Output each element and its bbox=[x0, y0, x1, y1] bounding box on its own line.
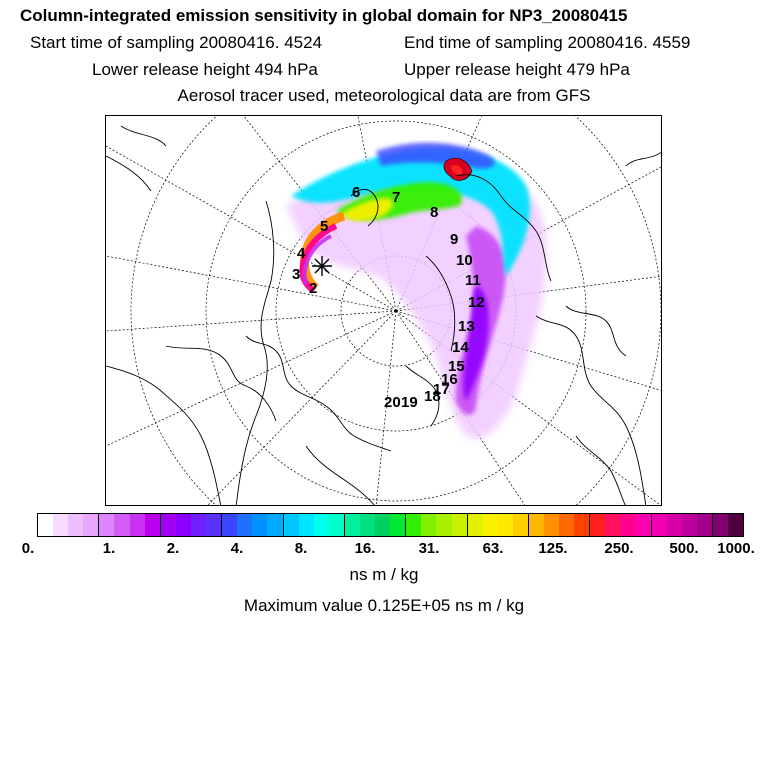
colorbar-segment bbox=[313, 514, 329, 536]
cbar-tick-7: 63. bbox=[482, 540, 504, 557]
colorbar-segment bbox=[328, 514, 345, 536]
colorbar-segment bbox=[512, 514, 529, 536]
colorbar-segment bbox=[574, 514, 591, 536]
traj-label-13: 13 bbox=[458, 318, 475, 335]
colorbar-segment bbox=[175, 514, 191, 536]
colorbar-segment bbox=[697, 514, 714, 536]
traj-label-4: 4 bbox=[297, 245, 306, 262]
lower-release-label: Lower release height 494 hPa bbox=[92, 60, 318, 79]
colorbar-segment bbox=[129, 514, 145, 536]
cbar-tick-10: 500. bbox=[669, 540, 699, 557]
colorbar-segment bbox=[53, 514, 69, 536]
traj-label-10: 10 bbox=[456, 252, 473, 269]
colorbar-segment bbox=[436, 514, 452, 536]
colorbar-segment bbox=[144, 514, 161, 536]
colorbar-segment bbox=[222, 514, 238, 536]
traj-label-6: 6 bbox=[352, 184, 360, 201]
traj-label-3: 3 bbox=[292, 266, 300, 283]
cbar-tick-11: 1000. bbox=[717, 540, 755, 557]
traj-label-7: 7 bbox=[392, 189, 400, 206]
end-time-label: End time of sampling 20080416. 4559 bbox=[404, 33, 691, 52]
colorbar-segment bbox=[713, 514, 729, 536]
colorbar-segment bbox=[666, 514, 682, 536]
colorbar-segment bbox=[529, 514, 545, 536]
colorbar-segment bbox=[544, 514, 560, 536]
colorbar bbox=[37, 513, 744, 537]
traj-label-18: 18 bbox=[424, 388, 441, 405]
cbar-tick-2: 2. bbox=[166, 540, 180, 557]
colorbar-segment bbox=[451, 514, 468, 536]
colorbar-segment bbox=[651, 514, 667, 536]
colorbar-segment bbox=[83, 514, 100, 536]
cbar-tick-9: 250. bbox=[604, 540, 634, 557]
colorbar-segment bbox=[68, 514, 84, 536]
cbar-tick-3: 4. bbox=[230, 540, 244, 557]
map-canvas: 2 3 4 5 6 7 8 9 10 11 12 13 14 15 16 17 bbox=[106, 116, 661, 505]
cbar-tick-0: 0. bbox=[21, 540, 35, 557]
colorbar-segment bbox=[482, 514, 498, 536]
cbar-tick-6: 31. bbox=[418, 540, 440, 557]
traj-label-17: 17 bbox=[433, 381, 450, 398]
colorbar-segment bbox=[283, 514, 299, 536]
colorbar-segment bbox=[190, 514, 207, 536]
colorbar-segment bbox=[114, 514, 130, 536]
colorbar-segment bbox=[252, 514, 268, 536]
cbar-tick-8: 125. bbox=[538, 540, 568, 557]
colorbar-segment bbox=[620, 514, 636, 536]
colorbar-unit: ns m / kg bbox=[349, 565, 419, 584]
colorbar-segment bbox=[421, 514, 437, 536]
traj-label-2: 2 bbox=[309, 280, 317, 297]
polar-map: 2 3 4 5 6 7 8 9 10 11 12 13 14 15 16 17 bbox=[105, 115, 662, 506]
colorbar-segment bbox=[559, 514, 575, 536]
coastlines bbox=[106, 125, 661, 505]
start-time-label: Start time of sampling 20080416. 4524 bbox=[30, 33, 323, 52]
colorbar-segment bbox=[635, 514, 652, 536]
colorbar-segment bbox=[590, 514, 606, 536]
colorbar-segment bbox=[375, 514, 391, 536]
colorbar-segment bbox=[390, 514, 407, 536]
release-location-marker bbox=[312, 256, 332, 276]
max-value-label: Maximum value 0.125E+05 ns m / kg bbox=[243, 596, 525, 615]
sensitivity-field bbox=[286, 142, 547, 439]
colorbar-segment bbox=[99, 514, 115, 536]
upper-release-label: Upper release height 479 hPa bbox=[404, 60, 630, 79]
colorbar-segment bbox=[38, 514, 54, 536]
traj-label-20: 20 bbox=[384, 394, 401, 411]
colorbar-segment bbox=[359, 514, 376, 536]
colorbar-segment bbox=[160, 514, 176, 536]
traj-label-16: 16 bbox=[441, 371, 458, 388]
trajectory-labels: 2 3 4 5 6 7 8 9 10 11 12 13 14 15 16 17 bbox=[292, 184, 485, 411]
traj-label-12: 12 bbox=[468, 294, 485, 311]
tracer-note: Aerosol tracer used, meteorological data… bbox=[177, 86, 591, 105]
colorbar-segment bbox=[467, 514, 483, 536]
colorbar-segment bbox=[298, 514, 314, 536]
figure-title: Column-integrated emission sensitivity i… bbox=[20, 6, 628, 25]
traj-label-14: 14 bbox=[452, 339, 469, 356]
colorbar-segment bbox=[728, 514, 744, 536]
colorbar-segment bbox=[267, 514, 284, 536]
cbar-tick-1: 1. bbox=[102, 540, 116, 557]
cbar-tick-5: 16. bbox=[354, 540, 376, 557]
colorbar-segment bbox=[497, 514, 513, 536]
colorbar-segment bbox=[206, 514, 223, 536]
traj-label-8: 8 bbox=[430, 204, 438, 221]
colorbar-segment bbox=[237, 514, 253, 536]
traj-label-11: 11 bbox=[465, 272, 481, 289]
traj-label-19: 19 bbox=[401, 394, 418, 411]
colorbar-segment bbox=[406, 514, 422, 536]
colorbar-segment bbox=[344, 514, 360, 536]
colorbar-segment bbox=[681, 514, 698, 536]
colorbar-segment bbox=[605, 514, 621, 536]
cbar-tick-4: 8. bbox=[294, 540, 308, 557]
traj-label-5: 5 bbox=[320, 218, 328, 235]
traj-label-9: 9 bbox=[450, 231, 458, 248]
traj-label-15: 15 bbox=[448, 358, 465, 375]
